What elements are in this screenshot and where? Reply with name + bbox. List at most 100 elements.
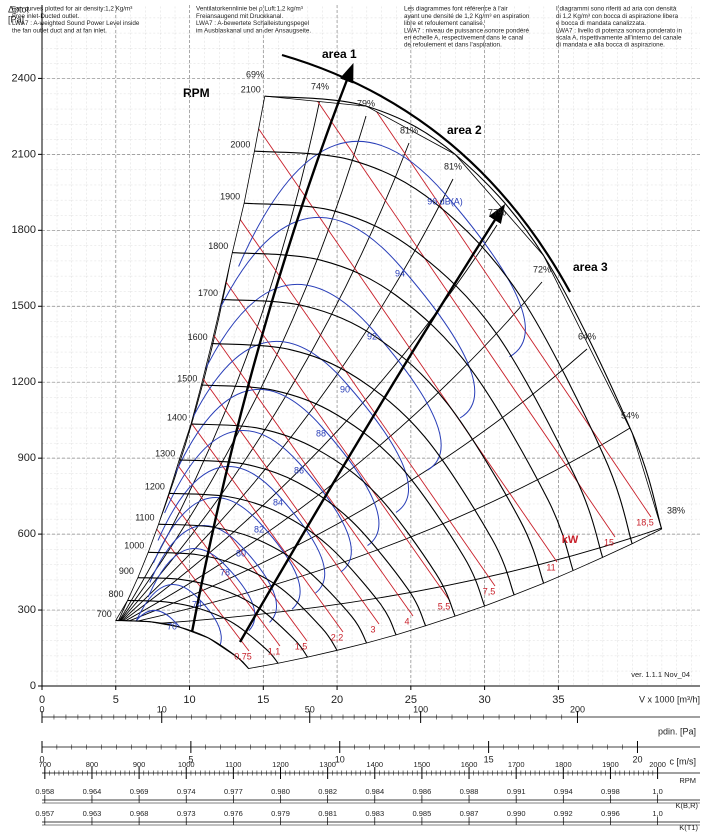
kw-line (140, 96, 558, 563)
scale-tick-label: 2000 (649, 760, 666, 769)
k-value: 0.963 (83, 809, 102, 818)
rpm-curve-label: 1100 (135, 513, 154, 523)
kw-label: 18,5 (636, 517, 654, 527)
db-label: 96 dB(A) (427, 196, 463, 206)
note-line: LWA7 : A-weighted Sound Power Level insi… (12, 20, 140, 27)
scale-tick-label: 1500 (414, 760, 431, 769)
db-curve (152, 497, 301, 610)
k-value: 0.969 (130, 787, 149, 796)
k-value: 0.981 (318, 809, 337, 818)
kw-line (188, 96, 616, 538)
k-value: 0.973 (177, 809, 196, 818)
note-line: Ventilatorkennlinie bei ρ Luft:1,2 kg/m³ (196, 6, 303, 13)
k-value: 0.974 (177, 787, 196, 796)
k-value: 0.979 (271, 809, 290, 818)
db-curve (164, 429, 352, 573)
kw-line (214, 96, 652, 518)
db-label: 74 (192, 599, 202, 609)
efficiency-line (115, 224, 498, 627)
kw-label: 15 (604, 537, 614, 547)
db-label: 80 (236, 548, 246, 558)
note-line: LWA7 : livello di potenza sonora pondera… (556, 27, 683, 34)
k-value: 0.977 (224, 787, 243, 796)
note-line: de refoulement et dans l'aspiration. (404, 42, 502, 49)
k-value: 0.991 (507, 787, 526, 796)
db-label: 94 (395, 268, 405, 278)
fan-curve (244, 202, 604, 558)
k-value: 1,0 (652, 787, 662, 796)
kw-label: 0,75 (234, 651, 252, 661)
efficiency-label: 69% (246, 69, 264, 79)
x-tick-label: 20 (331, 694, 343, 706)
note-line: the fan outlet duct and at fan inlet. (12, 27, 107, 34)
version: ver. 1.1.1 Nov_04 (631, 670, 690, 679)
fan-curve (232, 252, 574, 571)
scale-tick-label: 800 (86, 760, 99, 769)
kw-label: 4 (404, 616, 409, 626)
rpm-curve-label: 900 (119, 566, 134, 576)
fan-curve (158, 523, 368, 644)
y-tick-label: 2400 (12, 72, 36, 84)
scale-tick-label: 15 (484, 754, 494, 764)
kw-label: 1,1 (268, 646, 281, 656)
db-label: 92 (367, 331, 377, 341)
note-line: Fan curves plotted for air density:1,2 K… (12, 6, 132, 13)
db-curve (134, 583, 222, 653)
efficiency-label: 72% (533, 264, 551, 274)
scale-tick-label: 1000 (178, 760, 195, 769)
rpm-curve-label: 1700 (198, 288, 218, 298)
scale-tick-label: 1100 (225, 760, 241, 769)
scale-tick-label: 50 (305, 704, 315, 714)
k-value: 0.996 (601, 809, 620, 818)
efficiency-line (115, 348, 588, 627)
efficiency-label: 64% (578, 331, 596, 341)
scale-tick-label: 5 (188, 754, 193, 764)
y-tick-label: 300 (18, 604, 36, 616)
rpm-curve-label: 700 (97, 609, 112, 619)
note-line: LWA7 : A-bewertete Schalleistungspegel (196, 20, 309, 27)
db-label: 70 (167, 621, 177, 631)
scale-label: RPM (679, 776, 696, 785)
efficiency-label: 54% (621, 410, 639, 420)
db-curve (238, 141, 526, 358)
db-curve (193, 283, 442, 471)
note-line: im Ausblaskanal und an der Ansaugseite. (196, 27, 311, 34)
rpm-curve-label: 1200 (145, 482, 165, 492)
x-tick-label: 30 (478, 694, 490, 706)
y-tick-label: 600 (18, 528, 36, 540)
area-label: area 1 (322, 47, 357, 61)
y-tick-label: 1200 (12, 376, 36, 388)
scale-tick-label: 1200 (272, 760, 289, 769)
fan-curve (137, 577, 309, 658)
note-line: di mandata e alla bocca di aspirazione. (556, 42, 665, 49)
db-label: 90 (340, 384, 350, 394)
db-label: 82 (254, 524, 264, 534)
y-tick-label: 2100 (12, 148, 36, 160)
scale-label: c [m/s] (670, 756, 697, 766)
kw-label: 2,2 (331, 632, 344, 642)
x-tick-label: 0 (39, 694, 45, 706)
k-value: 1,0 (652, 809, 662, 818)
scale-tick-label: 10 (157, 704, 167, 714)
scale-tick-label: 1400 (366, 760, 383, 769)
scale-tick-label: 0 (39, 704, 44, 714)
x-tick-label: 10 (183, 694, 195, 706)
y-tick-label: 0 (30, 680, 36, 692)
k-value: 0.964 (83, 787, 102, 796)
k-value: 0.983 (365, 809, 384, 818)
scale-tick-label: 200 (570, 704, 585, 714)
efficiency-label: 81% (444, 161, 462, 171)
scale-tick-label: 1300 (319, 760, 336, 769)
y-axis-label: Δptot (8, 4, 30, 14)
rpm-curve-label: 1600 (188, 332, 208, 342)
db-curve (207, 216, 476, 419)
note-line: LWA7 : niveau de puissance sonore pondér… (404, 27, 529, 34)
scale-tick-label: 1600 (461, 760, 478, 769)
fan-curve (264, 95, 663, 530)
k-value: 0.982 (318, 787, 337, 796)
rpm-curve-label: 2100 (241, 85, 261, 95)
scale-label: pdin. [Pa] (658, 726, 696, 736)
note-line: en échelle A, respectivement dans le can… (404, 34, 523, 41)
rpm-curve-label: 1900 (220, 192, 240, 202)
